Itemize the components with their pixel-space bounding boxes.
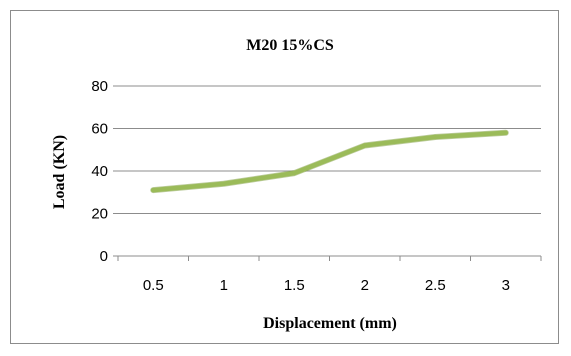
gridlines	[113, 85, 541, 257]
series-line	[151, 130, 508, 193]
y-tick-label: 80	[91, 78, 108, 95]
x-tick-label: 2	[361, 277, 369, 294]
series-group	[150, 129, 509, 194]
x-tick-label: 2.5	[425, 277, 446, 294]
x-tick-label: 1.5	[284, 277, 305, 294]
x-tick-label: 3	[502, 277, 510, 294]
chart-title: M20 15%CS	[246, 37, 334, 54]
data-point	[151, 187, 156, 193]
data-point	[362, 143, 367, 148]
x-tick-label: 0.5	[143, 277, 164, 294]
y-tick-label: 0	[100, 248, 108, 265]
x-tick-marks	[117, 256, 542, 261]
y-tick-label: 40	[91, 163, 108, 180]
y-tick-label: 60	[91, 121, 108, 138]
data-point	[292, 170, 297, 176]
data-point	[503, 130, 508, 135]
data-point	[221, 181, 226, 186]
y-tick-label: 20	[91, 206, 108, 223]
x-tick-label: 1	[220, 277, 228, 294]
y-tick-labels: 0 20 40 60 80	[91, 78, 108, 265]
x-tick-labels: 0.5 1 1.5 2 2.5 3	[143, 277, 510, 294]
y-axis-title: Load (KN)	[51, 135, 68, 209]
x-axis-title: Displacement (mm)	[263, 315, 397, 332]
data-point	[433, 134, 438, 140]
